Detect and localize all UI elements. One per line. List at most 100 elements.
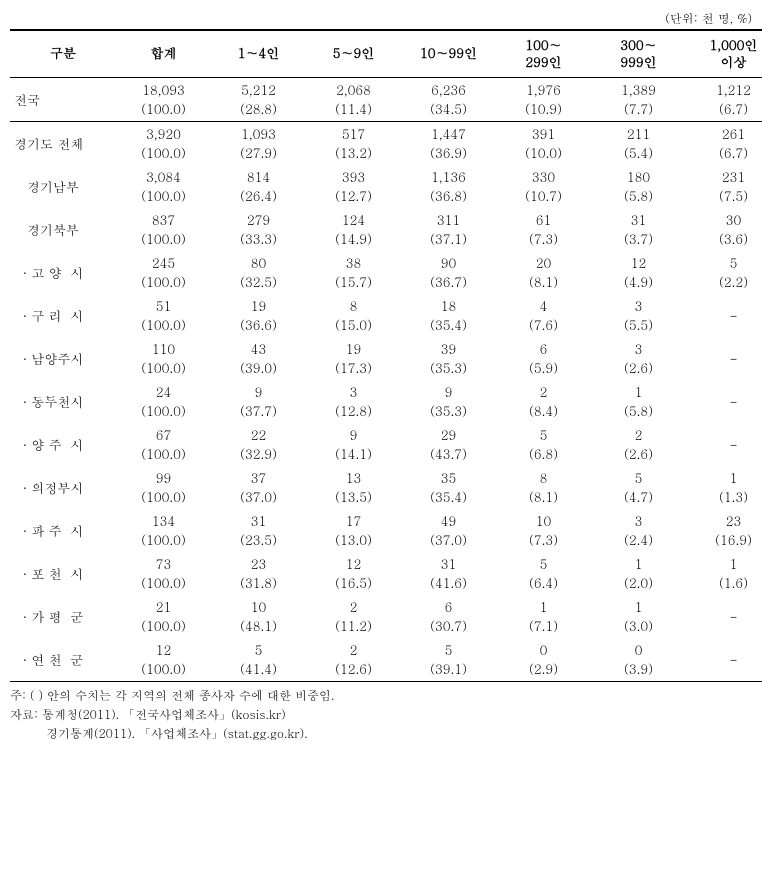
data-cell: 1(1.3) (686, 466, 762, 509)
data-cell: 2(2.6) (591, 423, 686, 466)
data-cell: 1,212(6.7) (686, 77, 762, 121)
row-label: 경기남부 (10, 165, 116, 208)
data-cell: 837(100.0) (116, 208, 211, 251)
data-cell: 31(41.6) (401, 552, 496, 595)
data-cell: 21(100.0) (116, 595, 211, 638)
data-cell: 61(7.3) (496, 208, 591, 251)
data-cell: 49(37.0) (401, 509, 496, 552)
header-1000plus: 1,000인이상 (686, 30, 762, 77)
table-row: · 고 양 시245(100.0)80(32.5)38(15.7)90(36.7… (10, 251, 762, 294)
table-row: · 포 천 시73(100.0)23(31.8)12(16.5)31(41.6)… (10, 552, 762, 595)
data-cell: 814(26.4) (211, 165, 306, 208)
data-cell: 1,389(7.7) (591, 77, 686, 121)
data-cell: 18(35.4) (401, 294, 496, 337)
header-1-4: 1∼4인 (211, 30, 306, 77)
data-cell: 10(48.1) (211, 595, 306, 638)
data-cell: 99(100.0) (116, 466, 211, 509)
data-cell: 211(5.4) (591, 121, 686, 165)
data-cell: 51(100.0) (116, 294, 211, 337)
data-cell: 37(37.0) (211, 466, 306, 509)
row-label: · 포 천 시 (10, 552, 116, 595)
table-row: · 양 주 시67(100.0)22(32.9)9(14.1)29(43.7)5… (10, 423, 762, 466)
row-label: 전국 (10, 77, 116, 121)
data-cell: - (686, 294, 762, 337)
data-cell: 5(4.7) (591, 466, 686, 509)
note-line-3: 경기통계(2011). 「사업체조사」(stat.gg.go.kr). (10, 724, 752, 743)
data-cell: 23(31.8) (211, 552, 306, 595)
table-row: · 연 천 군12(100.0)5(41.4)2(12.6)5(39.1)0(2… (10, 638, 762, 682)
data-cell: 110(100.0) (116, 337, 211, 380)
data-cell: 20(8.1) (496, 251, 591, 294)
data-cell: 6(5.9) (496, 337, 591, 380)
table-body: 전국18,093(100.0)5,212(28.8)2,068(11.4)6,2… (10, 77, 762, 681)
table-container: (단위: 천 명, %) 구분 합계 1∼4인 5∼9인 10∼99인 100∼… (10, 10, 752, 743)
table-row: 경기도 전체3,920(100.0)1,093(27.9)517(13.2)1,… (10, 121, 762, 165)
data-cell: 180(5.8) (591, 165, 686, 208)
row-label: · 가 평 군 (10, 595, 116, 638)
row-label: · 구 리 시 (10, 294, 116, 337)
row-label: · 의정부시 (10, 466, 116, 509)
data-cell: 12(4.9) (591, 251, 686, 294)
data-cell: 2,068(11.4) (306, 77, 401, 121)
data-cell: 80(32.5) (211, 251, 306, 294)
data-cell: 1,447(36.9) (401, 121, 496, 165)
data-cell: 5(6.4) (496, 552, 591, 595)
table-row: · 구 리 시51(100.0)19(36.6)8(15.0)18(35.4)4… (10, 294, 762, 337)
data-cell: 12(100.0) (116, 638, 211, 682)
data-cell: 67(100.0) (116, 423, 211, 466)
data-cell: 1,136(36.8) (401, 165, 496, 208)
data-cell: 8(8.1) (496, 466, 591, 509)
table-notes: 주: ( ) 안의 수치는 각 지역의 전체 종사자 수에 대한 비중임. 자료… (10, 686, 752, 744)
data-cell: 261(6.7) (686, 121, 762, 165)
data-cell: 35(35.4) (401, 466, 496, 509)
data-cell: 3,920(100.0) (116, 121, 211, 165)
data-cell: 10(7.3) (496, 509, 591, 552)
data-cell: 0(3.9) (591, 638, 686, 682)
row-label: · 파 주 시 (10, 509, 116, 552)
header-10-99: 10∼99인 (401, 30, 496, 77)
unit-label: (단위: 천 명, %) (10, 10, 752, 27)
data-cell: - (686, 337, 762, 380)
data-cell: 391(10.0) (496, 121, 591, 165)
table-row: · 동두천시24(100.0)9(37.7)3(12.8)9(35.3)2(8.… (10, 380, 762, 423)
data-cell: 8(15.0) (306, 294, 401, 337)
data-cell: 19(17.3) (306, 337, 401, 380)
table-row: · 파 주 시134(100.0)31(23.5)17(13.0)49(37.0… (10, 509, 762, 552)
data-cell: 73(100.0) (116, 552, 211, 595)
data-cell: 4(7.6) (496, 294, 591, 337)
table-row: 경기남부3,084(100.0)814(26.4)393(12.7)1,136(… (10, 165, 762, 208)
header-total: 합계 (116, 30, 211, 77)
data-cell: 393(12.7) (306, 165, 401, 208)
data-cell: 5,212(28.8) (211, 77, 306, 121)
table-row: 전국18,093(100.0)5,212(28.8)2,068(11.4)6,2… (10, 77, 762, 121)
header-category: 구분 (10, 30, 116, 77)
data-cell: 1(5.8) (591, 380, 686, 423)
data-cell: 22(32.9) (211, 423, 306, 466)
data-cell: 3(2.4) (591, 509, 686, 552)
data-cell: 9(14.1) (306, 423, 401, 466)
note-line-1: 주: ( ) 안의 수치는 각 지역의 전체 종사자 수에 대한 비중임. (10, 686, 752, 705)
table-row: · 의정부시99(100.0)37(37.0)13(13.5)35(35.4)8… (10, 466, 762, 509)
data-cell: - (686, 423, 762, 466)
data-cell: 5(41.4) (211, 638, 306, 682)
data-cell: 19(36.6) (211, 294, 306, 337)
data-cell: 24(100.0) (116, 380, 211, 423)
data-cell: 5(2.2) (686, 251, 762, 294)
row-label: 경기북부 (10, 208, 116, 251)
data-cell: 0(2.9) (496, 638, 591, 682)
data-cell: 1(3.0) (591, 595, 686, 638)
data-cell: 3(5.5) (591, 294, 686, 337)
table-row: · 가 평 군21(100.0)10(48.1)2(11.2)6(30.7)1(… (10, 595, 762, 638)
row-label: · 남양주시 (10, 337, 116, 380)
row-label: · 고 양 시 (10, 251, 116, 294)
data-cell: 38(15.7) (306, 251, 401, 294)
header-row: 구분 합계 1∼4인 5∼9인 10∼99인 100∼299인 300∼999인… (10, 30, 762, 77)
data-table: 구분 합계 1∼4인 5∼9인 10∼99인 100∼299인 300∼999인… (10, 29, 762, 682)
data-cell: 5(39.1) (401, 638, 496, 682)
data-cell: 39(35.3) (401, 337, 496, 380)
data-cell: - (686, 595, 762, 638)
data-cell: 330(10.7) (496, 165, 591, 208)
data-cell: 231(7.5) (686, 165, 762, 208)
header-300-999: 300∼999인 (591, 30, 686, 77)
data-cell: 134(100.0) (116, 509, 211, 552)
